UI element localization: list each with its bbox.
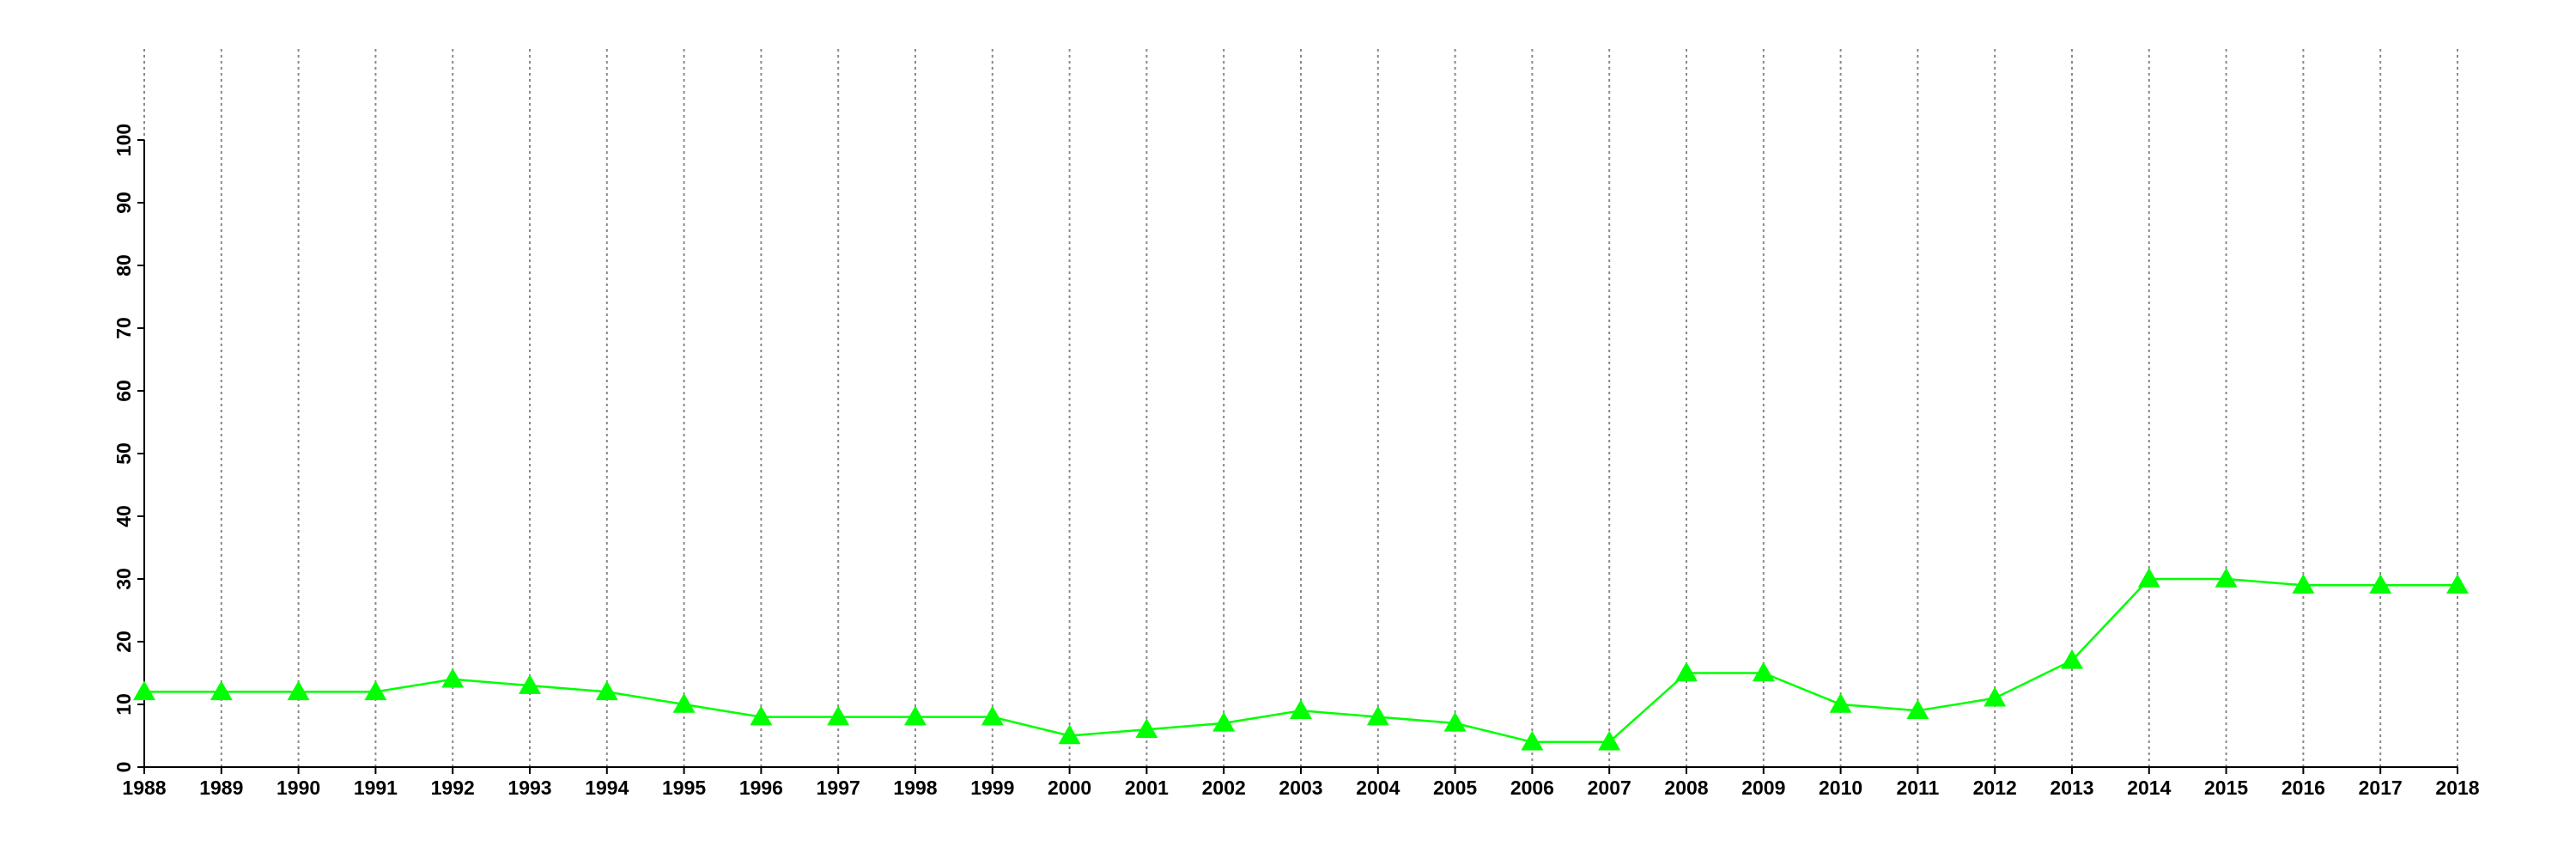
- data-point: [1984, 686, 2007, 707]
- y-tick-label: 100: [112, 124, 135, 156]
- x-tick-label: 2006: [1510, 777, 1554, 799]
- x-tick-label: 1988: [122, 777, 166, 799]
- y-tick-label: 30: [112, 568, 135, 590]
- data-point: [750, 705, 773, 726]
- x-tick-label: 1998: [893, 777, 937, 799]
- data-point: [1135, 718, 1158, 738]
- x-tick-label: 1996: [739, 777, 783, 799]
- data-point: [287, 680, 310, 701]
- y-tick-label: 0: [112, 762, 135, 773]
- x-tick-label: 2016: [2281, 777, 2325, 799]
- x-tick-label: 1995: [662, 777, 706, 799]
- x-tick-label: 1997: [817, 777, 860, 799]
- data-point: [1212, 711, 1236, 732]
- y-tick-label: 40: [112, 505, 135, 527]
- data-point: [519, 674, 541, 694]
- y-tick-label: 60: [112, 380, 135, 402]
- data-point: [2446, 574, 2469, 594]
- x-tick-label: 2011: [1896, 777, 1939, 799]
- data-point: [1675, 661, 1698, 682]
- data-point: [441, 667, 465, 688]
- y-tick-label: 90: [112, 192, 135, 214]
- data-point: [904, 705, 927, 726]
- data-point: [827, 705, 850, 726]
- x-tick-label: 2002: [1202, 777, 1246, 799]
- data-point: [2369, 574, 2392, 594]
- y-tick-label: 50: [112, 442, 135, 465]
- data-point: [1829, 693, 1852, 713]
- data-point: [133, 680, 155, 701]
- x-tick-label: 2003: [1279, 777, 1322, 799]
- data-point: [210, 680, 233, 701]
- x-tick-label: 2018: [2435, 777, 2479, 799]
- x-tick-label: 2015: [2204, 777, 2248, 799]
- x-tick-label: 2007: [1588, 777, 1631, 799]
- x-tick-label: 1991: [354, 777, 398, 799]
- x-tick-label: 1993: [507, 777, 551, 799]
- x-tick-label: 2001: [1125, 777, 1169, 799]
- data-point: [2215, 568, 2238, 588]
- data-point: [1906, 699, 1929, 720]
- data-point: [2137, 568, 2160, 588]
- data-point: [1598, 730, 1621, 751]
- x-tick-label: 1994: [585, 777, 629, 799]
- x-tick-label: 2013: [2050, 777, 2093, 799]
- x-tick-label: 2005: [1433, 777, 1477, 799]
- x-tick-label: 2010: [1819, 777, 1862, 799]
- x-tick-label: 2014: [2127, 777, 2171, 799]
- data-point: [364, 680, 387, 701]
- data-point: [981, 705, 1004, 726]
- y-tick-label: 20: [112, 631, 135, 653]
- x-tick-label: 2009: [1741, 777, 1785, 799]
- x-tick-label: 2012: [1973, 777, 2017, 799]
- x-tick-label: 1999: [970, 777, 1014, 799]
- data-point: [672, 693, 696, 713]
- y-tick-label: 10: [112, 693, 135, 716]
- data-point: [595, 680, 618, 701]
- data-point: [1521, 730, 1544, 751]
- data-point: [1752, 661, 1775, 682]
- x-tick-label: 2000: [1048, 777, 1091, 799]
- x-tick-label: 2004: [1356, 777, 1400, 799]
- x-tick-label: 2008: [1664, 777, 1708, 799]
- y-tick-label: 80: [112, 254, 135, 277]
- data-point: [2061, 649, 2083, 669]
- y-tick-label: 70: [112, 317, 135, 339]
- x-tick-label: 2017: [2359, 777, 2403, 799]
- data-point: [1443, 711, 1467, 732]
- data-point: [2292, 574, 2315, 594]
- data-point: [1290, 699, 1312, 720]
- x-tick-label: 1989: [199, 777, 243, 799]
- x-tick-label: 1990: [276, 777, 320, 799]
- data-point: [1366, 705, 1389, 726]
- x-tick-label: 1992: [431, 777, 475, 799]
- data-point: [1058, 724, 1081, 745]
